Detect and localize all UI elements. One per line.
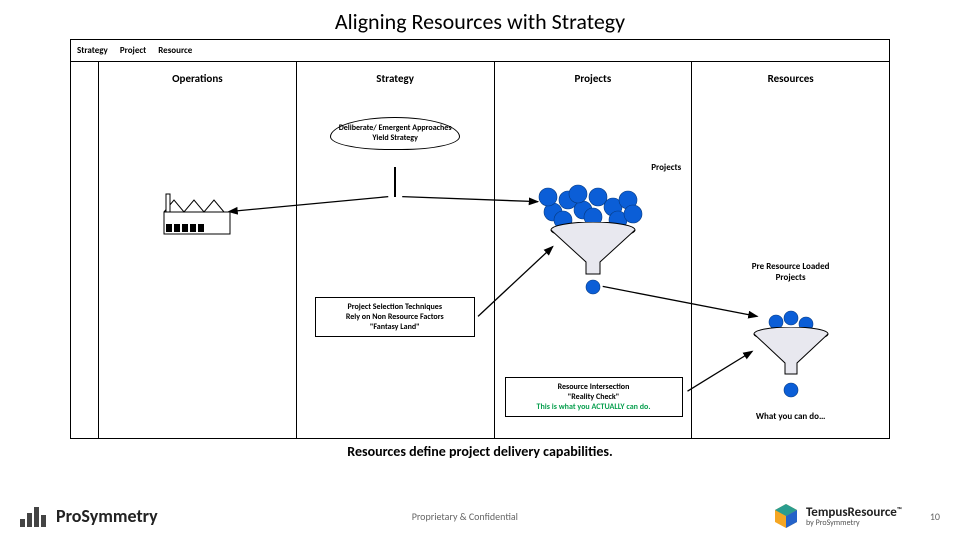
col-projects: Projects Projects Resource Intersection … [495,62,693,438]
funnel-1-icon [548,222,638,277]
label-projects: Projects [651,162,681,173]
tab-resource: Resource [158,45,192,56]
box2-l1: Resource Intersection [510,382,678,392]
hex-icon [772,502,800,530]
tab-row: Strategy Project Resource [71,40,889,62]
col-head-strategy: Strategy [297,62,494,95]
tab-project: Project [120,45,146,56]
cloud-strategy: Deliberate/ Emergent Approaches Yield St… [330,117,460,150]
stem [394,167,396,197]
box1-l2: Rely on Non Resource Factors [320,312,470,322]
box2-l3: This is what you ACTUALLY can do. [510,402,678,412]
bars-icon [20,505,48,527]
col-head-operations: Operations [99,62,296,95]
page-title: Aligning Resources with Strategy [0,0,960,39]
factory-icon [162,192,232,237]
logo-ps-text: ProSymmetry [56,505,158,527]
box1-l1: Project Selection Techniques [320,302,470,312]
col-resources: Resources Pre Resource Loaded Projects W… [692,62,889,438]
col-strategy: Strategy Deliberate/ Emergent Approaches… [297,62,495,438]
gutter [71,62,99,438]
tab-strategy: Strategy [77,45,108,56]
label-pre-resource: Pre Resource Loaded Projects [741,262,841,284]
label-what-you-can-do: What you can do… [741,412,841,423]
col-head-resources: Resources [692,62,889,95]
logo-prosymmetry: ProSymmetry [20,505,158,527]
footer-confidential: Proprietary & Confidential [158,510,772,523]
diagram: Strategy Project Resource Operations Str… [70,39,890,439]
logo-tr-main: TempusResource™ [806,506,902,519]
out-ball [781,380,801,400]
subtitle: Resources define project delivery capabi… [0,443,960,460]
drop-ball-1 [583,277,603,297]
box-fantasy-land: Project Selection Techniques Rely on Non… [315,297,475,337]
box1-l3: "Fantasy Land" [320,322,470,332]
col-head-projects: Projects [495,62,692,95]
logo-tempus: TempusResource™ by ProSymmetry [772,502,902,530]
col-operations: Operations [99,62,297,438]
logo-tr-sub: by ProSymmetry [806,519,902,527]
box-reality-check: Resource Intersection "Reality Check" Th… [505,377,683,417]
box2-l2: "Reality Check" [510,392,678,402]
page-number: 10 [930,510,940,523]
funnel-2-icon [751,327,831,377]
footer: ProSymmetry Proprietary & Confidential T… [0,492,960,540]
